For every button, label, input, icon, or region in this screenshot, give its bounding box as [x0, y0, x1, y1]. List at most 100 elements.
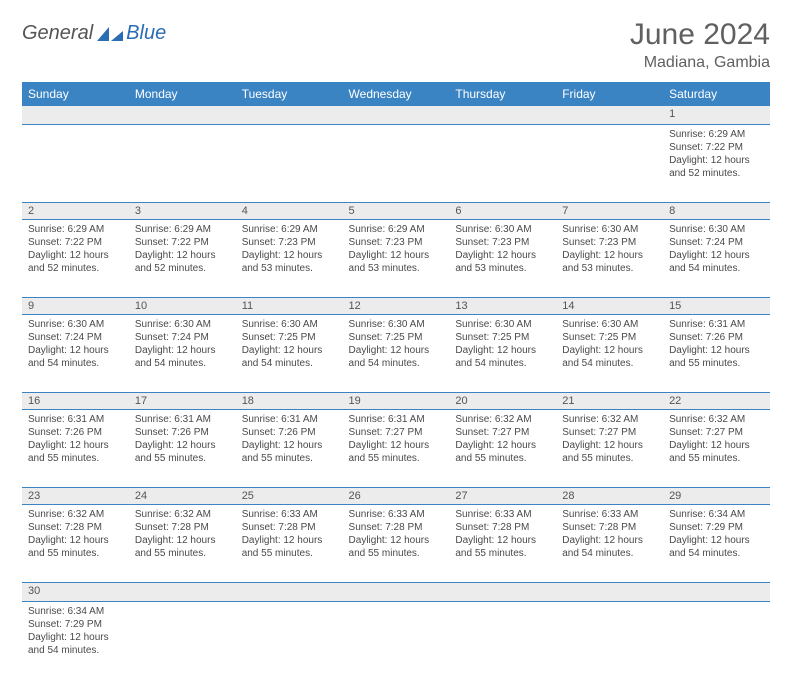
daylight-line1: Daylight: 12 hours [28, 249, 123, 262]
sunset-line: Sunset: 7:28 PM [349, 521, 444, 534]
day-cell: Sunrise: 6:29 AMSunset: 7:22 PMDaylight:… [22, 220, 129, 298]
day-content: Sunrise: 6:29 AMSunset: 7:23 PMDaylight:… [343, 220, 450, 279]
daynum-cell: 2 [22, 203, 129, 220]
daynum-cell: 24 [129, 488, 236, 505]
daylight-line1: Daylight: 12 hours [669, 249, 764, 262]
daynum-cell [236, 583, 343, 602]
day-cell [343, 602, 450, 680]
daynum-cell [129, 583, 236, 602]
daylight-line1: Daylight: 12 hours [135, 439, 230, 452]
day-cell: Sunrise: 6:30 AMSunset: 7:23 PMDaylight:… [449, 220, 556, 298]
sunset-line: Sunset: 7:28 PM [135, 521, 230, 534]
daylight-line1: Daylight: 12 hours [242, 534, 337, 547]
day-cell: Sunrise: 6:31 AMSunset: 7:26 PMDaylight:… [236, 410, 343, 488]
daynum-cell: 23 [22, 488, 129, 505]
daynum-cell: 18 [236, 393, 343, 410]
day-number: 8 [663, 203, 770, 219]
sunrise-line: Sunrise: 6:33 AM [349, 508, 444, 521]
daylight-line1: Daylight: 12 hours [669, 534, 764, 547]
sunset-line: Sunset: 7:28 PM [28, 521, 123, 534]
daylight-line1: Daylight: 12 hours [135, 344, 230, 357]
day-cell: Sunrise: 6:30 AMSunset: 7:25 PMDaylight:… [556, 315, 663, 393]
daylight-line2: and 55 minutes. [28, 547, 123, 560]
sunrise-line: Sunrise: 6:30 AM [135, 318, 230, 331]
daynum-cell: 25 [236, 488, 343, 505]
day-number: 29 [663, 488, 770, 504]
day-number: 10 [129, 298, 236, 314]
daynum-cell: 8 [663, 203, 770, 220]
day-cell: Sunrise: 6:29 AMSunset: 7:23 PMDaylight:… [236, 220, 343, 298]
day-header: Tuesday [236, 82, 343, 106]
day-cell: Sunrise: 6:33 AMSunset: 7:28 PMDaylight:… [236, 505, 343, 583]
day-cell: Sunrise: 6:29 AMSunset: 7:23 PMDaylight:… [343, 220, 450, 298]
title-block: June 2024 Madiana, Gambia [630, 18, 770, 72]
day-header: Wednesday [343, 82, 450, 106]
day-content: Sunrise: 6:30 AMSunset: 7:23 PMDaylight:… [556, 220, 663, 279]
daynum-cell: 27 [449, 488, 556, 505]
sunset-line: Sunset: 7:25 PM [242, 331, 337, 344]
sunset-line: Sunset: 7:25 PM [455, 331, 550, 344]
daynum-row: 1 [22, 106, 770, 125]
day-header: Friday [556, 82, 663, 106]
daylight-line1: Daylight: 12 hours [135, 534, 230, 547]
day-number: 16 [22, 393, 129, 409]
day-content: Sunrise: 6:29 AMSunset: 7:22 PMDaylight:… [663, 125, 770, 184]
day-content: Sunrise: 6:30 AMSunset: 7:25 PMDaylight:… [236, 315, 343, 374]
location: Madiana, Gambia [630, 54, 770, 72]
sunset-line: Sunset: 7:27 PM [669, 426, 764, 439]
daylight-line2: and 54 minutes. [349, 357, 444, 370]
sunset-line: Sunset: 7:26 PM [669, 331, 764, 344]
day-content: Sunrise: 6:30 AMSunset: 7:25 PMDaylight:… [449, 315, 556, 374]
day-number: 19 [343, 393, 450, 409]
content-row: Sunrise: 6:31 AMSunset: 7:26 PMDaylight:… [22, 410, 770, 488]
sunrise-line: Sunrise: 6:32 AM [455, 413, 550, 426]
sunrise-line: Sunrise: 6:32 AM [135, 508, 230, 521]
daynum-row: 30 [22, 583, 770, 602]
day-cell [556, 125, 663, 203]
day-number: 25 [236, 488, 343, 504]
day-content: Sunrise: 6:31 AMSunset: 7:26 PMDaylight:… [129, 410, 236, 469]
daylight-line1: Daylight: 12 hours [28, 439, 123, 452]
daynum-row: 2345678 [22, 203, 770, 220]
day-number: 17 [129, 393, 236, 409]
day-content: Sunrise: 6:30 AMSunset: 7:25 PMDaylight:… [343, 315, 450, 374]
day-cell [663, 602, 770, 680]
day-content: Sunrise: 6:32 AMSunset: 7:27 PMDaylight:… [556, 410, 663, 469]
daynum-cell [129, 106, 236, 125]
day-cell: Sunrise: 6:34 AMSunset: 7:29 PMDaylight:… [663, 505, 770, 583]
day-cell: Sunrise: 6:34 AMSunset: 7:29 PMDaylight:… [22, 602, 129, 680]
sunrise-line: Sunrise: 6:33 AM [242, 508, 337, 521]
content-row: Sunrise: 6:30 AMSunset: 7:24 PMDaylight:… [22, 315, 770, 393]
daylight-line1: Daylight: 12 hours [669, 344, 764, 357]
daynum-cell [556, 106, 663, 125]
daynum-cell [449, 583, 556, 602]
sunset-line: Sunset: 7:23 PM [242, 236, 337, 249]
daylight-line2: and 55 minutes. [135, 547, 230, 560]
daynum-cell: 4 [236, 203, 343, 220]
sunset-line: Sunset: 7:29 PM [28, 618, 123, 631]
day-header-row: SundayMondayTuesdayWednesdayThursdayFrid… [22, 82, 770, 106]
calendar-table: SundayMondayTuesdayWednesdayThursdayFrid… [22, 82, 770, 680]
day-content: Sunrise: 6:32 AMSunset: 7:28 PMDaylight:… [22, 505, 129, 564]
sunset-line: Sunset: 7:28 PM [562, 521, 657, 534]
daylight-line1: Daylight: 12 hours [562, 249, 657, 262]
sunset-line: Sunset: 7:25 PM [562, 331, 657, 344]
sunset-line: Sunset: 7:27 PM [562, 426, 657, 439]
sunrise-line: Sunrise: 6:30 AM [562, 223, 657, 236]
daynum-cell: 19 [343, 393, 450, 410]
sunrise-line: Sunrise: 6:32 AM [28, 508, 123, 521]
day-cell: Sunrise: 6:31 AMSunset: 7:27 PMDaylight:… [343, 410, 450, 488]
day-cell: Sunrise: 6:30 AMSunset: 7:24 PMDaylight:… [129, 315, 236, 393]
daylight-line2: and 54 minutes. [669, 547, 764, 560]
sunrise-line: Sunrise: 6:33 AM [455, 508, 550, 521]
day-cell [449, 125, 556, 203]
daynum-cell: 15 [663, 298, 770, 315]
daylight-line2: and 54 minutes. [669, 262, 764, 275]
day-number: 14 [556, 298, 663, 314]
day-cell: Sunrise: 6:33 AMSunset: 7:28 PMDaylight:… [343, 505, 450, 583]
day-number: 11 [236, 298, 343, 314]
day-content: Sunrise: 6:29 AMSunset: 7:22 PMDaylight:… [22, 220, 129, 279]
daylight-line1: Daylight: 12 hours [349, 344, 444, 357]
sunrise-line: Sunrise: 6:29 AM [349, 223, 444, 236]
day-content: Sunrise: 6:32 AMSunset: 7:27 PMDaylight:… [449, 410, 556, 469]
